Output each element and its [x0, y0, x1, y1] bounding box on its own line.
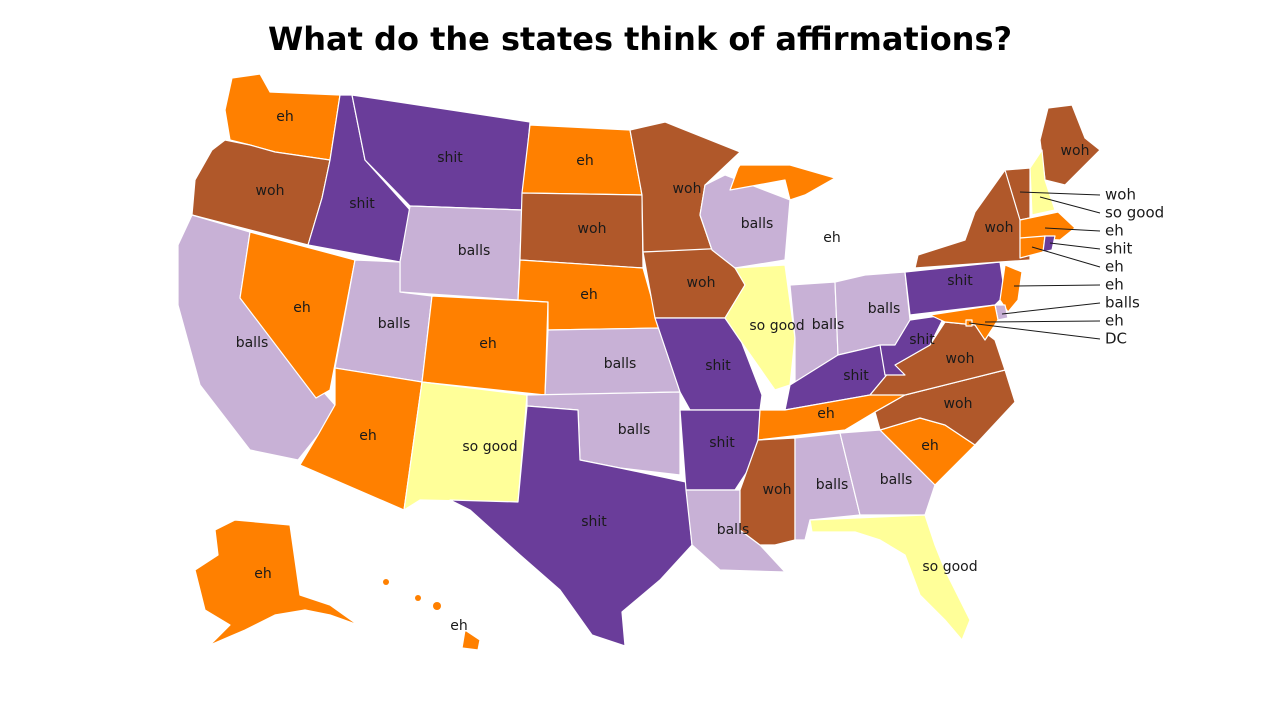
state-ri[interactable]	[1042, 235, 1056, 253]
callout-label-md: eh	[1105, 312, 1124, 330]
state-label-al: balls	[816, 477, 849, 493]
state-label-ks: balls	[604, 356, 637, 372]
state-label-in: balls	[812, 317, 845, 333]
state-ma[interactable]	[1019, 211, 1076, 241]
state-nj[interactable]	[999, 264, 1023, 313]
state-nv[interactable]	[239, 231, 356, 399]
callout-leader-ma	[1044, 227, 1101, 232]
callout-label-nj: eh	[1105, 276, 1124, 294]
state-label-il: so good	[749, 318, 804, 334]
callout-label-ri: shit	[1105, 240, 1132, 258]
state-label-nc: woh	[944, 396, 973, 412]
state-nh[interactable]	[1029, 149, 1056, 216]
state-label-az: eh	[359, 428, 377, 444]
callout-leader-ri	[1049, 242, 1101, 250]
state-label-mt: shit	[437, 150, 463, 166]
state-ak[interactable]	[194, 519, 359, 646]
callout-leader-nh	[1039, 196, 1101, 214]
state-il[interactable]	[724, 264, 796, 391]
state-label-id: shit	[349, 196, 375, 212]
state-label-ak: eh	[254, 566, 272, 582]
state-label-sc: eh	[921, 438, 939, 454]
map-title: What do the states think of affirmations…	[267, 20, 1013, 58]
state-mi[interactable]	[729, 164, 836, 201]
state-label-mo: shit	[705, 358, 731, 374]
state-label-wa: eh	[276, 109, 294, 125]
callout-label-nh: so good	[1105, 204, 1164, 222]
callout-leader-md	[984, 320, 1101, 323]
callout-label-vt: woh	[1105, 186, 1136, 204]
state-label-ut: balls	[378, 316, 411, 332]
state-label-wv: shit	[909, 332, 935, 348]
state-label-ne: eh	[580, 287, 598, 303]
state-label-ca: balls	[236, 335, 269, 351]
state-label-ok: balls	[618, 422, 651, 438]
state-label-mn: woh	[673, 181, 702, 197]
state-label-nm: so good	[462, 439, 517, 455]
state-label-me: woh	[1061, 143, 1090, 159]
state-label-nv: eh	[293, 300, 311, 316]
state-label-va: woh	[946, 351, 975, 367]
states-layer	[177, 73, 1101, 651]
state-label-ky: shit	[843, 368, 869, 384]
callout-leader-ct	[1031, 246, 1101, 268]
state-label-wi: balls	[741, 216, 774, 232]
state-ga[interactable]	[839, 429, 936, 516]
state-label-tn: eh	[817, 406, 835, 422]
callout-label-de: balls	[1105, 294, 1140, 312]
callout-leader-de	[1001, 302, 1101, 315]
state-label-mi: eh	[823, 230, 841, 246]
state-hi[interactable]	[461, 629, 481, 651]
state-label-sd: woh	[578, 221, 607, 237]
state-label-or: woh	[256, 183, 285, 199]
callout-leader-vt	[1019, 191, 1101, 196]
state-label-ny: woh	[985, 220, 1014, 236]
state-fl[interactable]	[809, 514, 971, 641]
state-label-pa: shit	[947, 273, 973, 289]
state-wv[interactable]	[879, 314, 946, 376]
state-label-ia: woh	[687, 275, 716, 291]
state-me[interactable]	[1039, 104, 1101, 186]
callout-leader-dc	[968, 322, 1101, 340]
state-label-ms: woh	[763, 482, 792, 498]
state-label-la: balls	[717, 522, 750, 538]
state-tx[interactable]	[449, 405, 693, 647]
state-label-nd: eh	[576, 153, 594, 169]
hawaii-small-islands	[383, 579, 441, 610]
state-label-ar: shit	[709, 435, 735, 451]
state-label-tx: shit	[581, 514, 607, 530]
state-label-oh: balls	[868, 301, 901, 317]
callout-label-ct: eh	[1105, 258, 1124, 276]
state-label-co: eh	[479, 336, 497, 352]
state-md[interactable]	[929, 304, 999, 341]
state-wy[interactable]	[399, 205, 523, 301]
labels-layer: eh woh balls eh shit shit balls balls eh eh so goo…	[236, 109, 1090, 634]
state-label-fl: so good	[922, 559, 977, 575]
state-label-ga: balls	[880, 472, 913, 488]
callout-label-ma: eh	[1105, 222, 1124, 240]
state-label-wy: balls	[458, 243, 491, 259]
callout-leader-nj	[1013, 284, 1101, 287]
state-label-hi: eh	[450, 618, 468, 634]
callout-label-dc: DC	[1105, 330, 1127, 348]
